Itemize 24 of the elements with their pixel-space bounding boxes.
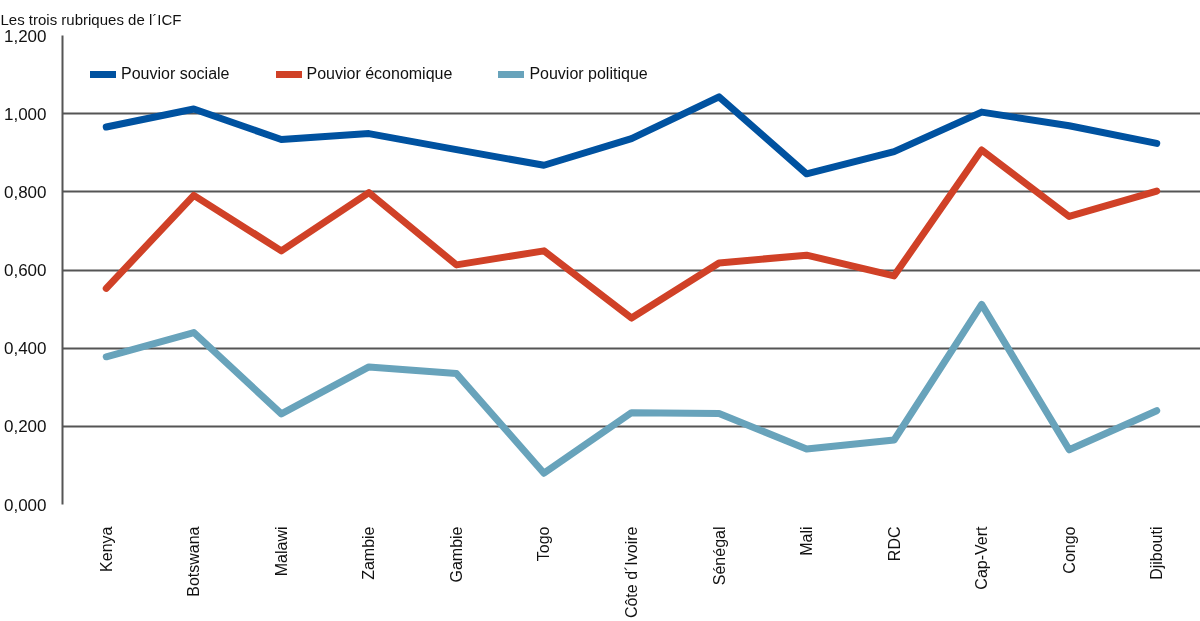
x-tick-label: Sénégal (710, 526, 728, 586)
x-tick-label: Zambie (360, 526, 378, 580)
x-tick-label: Djibouti (1148, 526, 1166, 580)
x-tick-label: Congo (1060, 526, 1078, 574)
y-tick-label: 0,800 (3, 182, 47, 202)
legend-label: Pouvior sociale (121, 65, 230, 83)
x-tick-label: Mali (798, 526, 816, 556)
x-tick-label: Kenya (97, 526, 115, 572)
x-tick-label: RDC (885, 526, 903, 562)
y-tick-label: 1,200 (3, 26, 47, 46)
y-tick-label: 0,000 (3, 495, 47, 515)
x-tick-label: Malawi (272, 526, 290, 577)
chart-title: Les trois rubriques de l´ICF (0, 10, 182, 28)
x-tick-label: Côte d´Ivoire (623, 526, 640, 619)
x-tick-label: Cap-Vert (973, 525, 991, 590)
y-tick-label: 0,200 (3, 417, 47, 437)
y-tick-label: 1,000 (3, 104, 47, 124)
y-tick-label: 0,600 (3, 261, 47, 280)
legend-label: Pouvior politique (529, 65, 648, 83)
legend-label: Pouvior économique (306, 65, 453, 83)
x-tick-label: Botswana (185, 526, 203, 597)
y-tick-label: 0,400 (3, 339, 47, 359)
x-tick-label: Gambie (447, 526, 465, 583)
x-tick-label: Togo (535, 526, 553, 562)
